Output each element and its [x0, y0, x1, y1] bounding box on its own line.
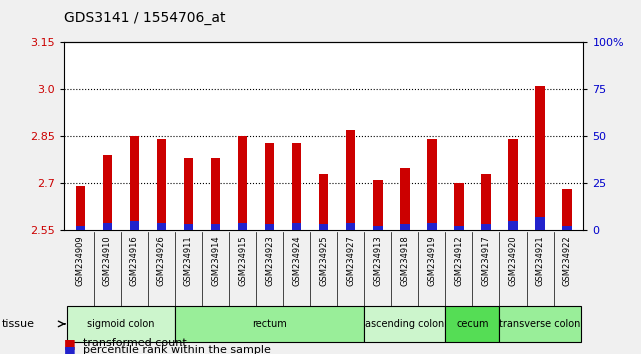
Bar [319, 224, 328, 230]
Bar [156, 223, 166, 230]
Bar [499, 306, 581, 342]
Bar [156, 139, 166, 230]
Bar [373, 180, 383, 230]
Bar [427, 223, 437, 230]
Text: percentile rank within the sample: percentile rank within the sample [83, 346, 271, 354]
Text: GSM234925: GSM234925 [319, 236, 328, 286]
Bar [454, 183, 463, 230]
Bar [562, 226, 572, 230]
Bar [184, 158, 193, 230]
Bar [481, 174, 491, 230]
Text: GSM234921: GSM234921 [535, 236, 545, 286]
Text: GSM234915: GSM234915 [238, 236, 247, 286]
Bar [445, 306, 499, 342]
Text: GSM234909: GSM234909 [76, 236, 85, 286]
Bar [427, 139, 437, 230]
Text: cecum: cecum [456, 319, 488, 329]
Bar [103, 223, 112, 230]
Bar [535, 86, 545, 230]
Text: rectum: rectum [253, 319, 287, 329]
Bar [265, 143, 274, 230]
Text: ascending colon: ascending colon [365, 319, 444, 329]
Bar [400, 167, 410, 230]
Bar [238, 136, 247, 230]
Bar [346, 223, 356, 230]
Bar [76, 186, 85, 230]
Text: GSM234918: GSM234918 [401, 236, 410, 286]
Bar [129, 221, 139, 230]
Bar [265, 224, 274, 230]
Text: GSM234919: GSM234919 [428, 236, 437, 286]
Text: GSM234920: GSM234920 [508, 236, 517, 286]
Bar [103, 155, 112, 230]
Bar [364, 306, 445, 342]
Bar [481, 224, 491, 230]
Bar [373, 226, 383, 230]
Text: GSM234927: GSM234927 [346, 236, 355, 286]
Text: GDS3141 / 1554706_at: GDS3141 / 1554706_at [64, 11, 226, 25]
Text: ■: ■ [64, 337, 76, 350]
Text: transverse colon: transverse colon [499, 319, 581, 329]
Bar [175, 306, 364, 342]
Bar [400, 224, 410, 230]
Text: GSM234922: GSM234922 [563, 236, 572, 286]
Bar [562, 189, 572, 230]
Text: GSM234913: GSM234913 [373, 236, 382, 286]
Bar [346, 130, 356, 230]
Bar [508, 221, 518, 230]
Bar [184, 224, 193, 230]
Text: ■: ■ [64, 344, 76, 354]
Bar [67, 306, 175, 342]
Text: GSM234916: GSM234916 [130, 236, 139, 286]
Bar [508, 139, 518, 230]
Bar [292, 143, 301, 230]
Text: GSM234923: GSM234923 [265, 236, 274, 286]
Text: sigmoid colon: sigmoid colon [87, 319, 154, 329]
Text: GSM234912: GSM234912 [454, 236, 463, 286]
Bar [238, 223, 247, 230]
Bar [454, 226, 463, 230]
Text: GSM234911: GSM234911 [184, 236, 193, 286]
Text: GSM234924: GSM234924 [292, 236, 301, 286]
Bar [129, 136, 139, 230]
Bar [76, 226, 85, 230]
Text: tissue: tissue [1, 319, 34, 329]
Bar [292, 223, 301, 230]
Bar [211, 224, 221, 230]
Bar [535, 217, 545, 230]
Text: transformed count: transformed count [83, 338, 187, 348]
Text: GSM234926: GSM234926 [157, 236, 166, 286]
Text: GSM234914: GSM234914 [211, 236, 220, 286]
Bar [211, 158, 221, 230]
Text: GSM234917: GSM234917 [481, 236, 490, 286]
Text: GSM234910: GSM234910 [103, 236, 112, 286]
Bar [319, 174, 328, 230]
